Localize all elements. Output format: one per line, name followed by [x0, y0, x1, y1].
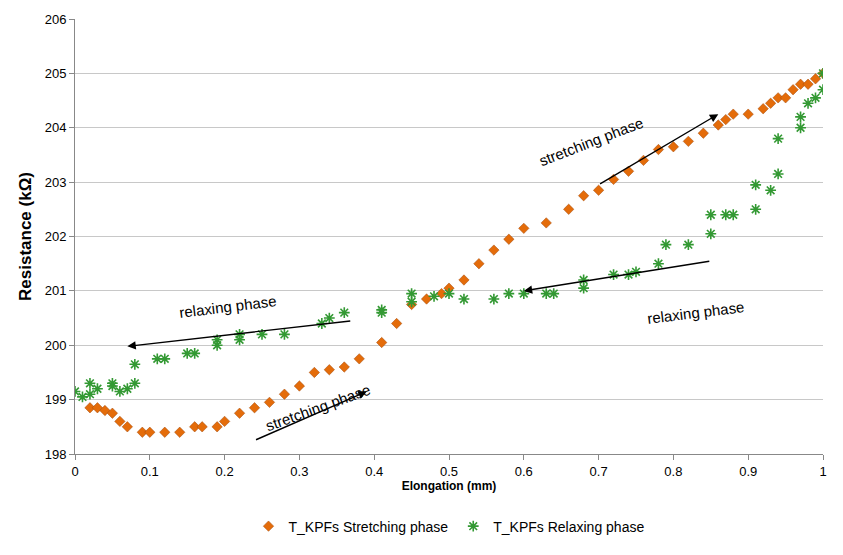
svg-text:201: 201	[45, 283, 67, 298]
svg-text:204: 204	[45, 120, 67, 135]
svg-text:0.2: 0.2	[216, 464, 234, 479]
svg-text:0.8: 0.8	[664, 464, 682, 479]
svg-text:relaxing phase: relaxing phase	[646, 298, 745, 327]
svg-text:203: 203	[45, 175, 67, 190]
svg-text:202: 202	[45, 229, 67, 244]
svg-text:relaxing phase: relaxing phase	[178, 292, 277, 321]
svg-text:200: 200	[45, 338, 67, 353]
svg-text:T_KPFs Stretching phase: T_KPFs Stretching phase	[289, 519, 449, 535]
svg-text:0.5: 0.5	[440, 464, 458, 479]
svg-text:1: 1	[819, 464, 826, 479]
svg-text:Elongation (mm): Elongation (mm)	[402, 479, 497, 493]
svg-text:0.7: 0.7	[590, 464, 608, 479]
svg-text:0.4: 0.4	[365, 464, 383, 479]
svg-text:stretching phase: stretching phase	[537, 114, 646, 169]
svg-text:0.1: 0.1	[141, 464, 159, 479]
svg-text:205: 205	[45, 66, 67, 81]
svg-text:0.6: 0.6	[515, 464, 533, 479]
svg-text:199: 199	[45, 392, 67, 407]
svg-text:198: 198	[45, 447, 67, 462]
svg-text:T_KPFs Relaxing phase: T_KPFs Relaxing phase	[493, 519, 644, 535]
svg-text:Resistance (kΩ): Resistance (kΩ)	[16, 172, 35, 301]
svg-text:0.3: 0.3	[290, 464, 308, 479]
svg-text:206: 206	[45, 12, 67, 27]
svg-text:0: 0	[71, 464, 78, 479]
svg-text:0.9: 0.9	[739, 464, 757, 479]
svg-text:stretching phase: stretching phase	[263, 381, 372, 435]
